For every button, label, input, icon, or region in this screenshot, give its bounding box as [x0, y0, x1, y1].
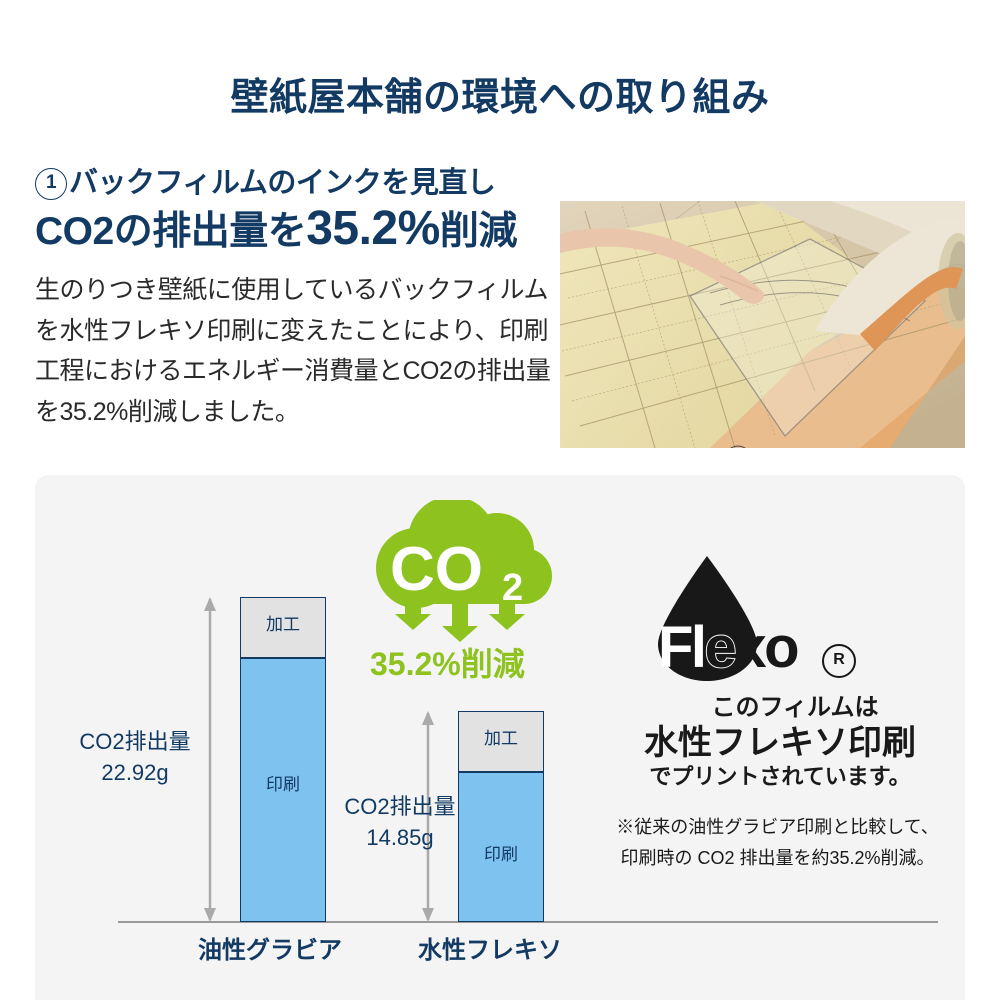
svg-text:CO: CO	[390, 535, 483, 604]
